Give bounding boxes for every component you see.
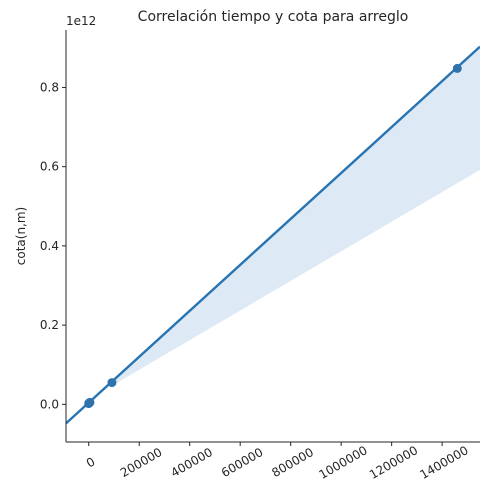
y-tick-label: 0.2 bbox=[40, 318, 59, 332]
x-axis-ticks: 0 200000 400000 600000 800000 100000012000001… bbox=[84, 442, 471, 482]
x-tick-label: 1000000 bbox=[317, 443, 370, 482]
x-tick-label: 800000 bbox=[269, 445, 316, 480]
x-tick-label: 1200000 bbox=[367, 443, 420, 482]
data-point bbox=[85, 397, 95, 407]
y-offset-label: 1e12 bbox=[66, 14, 96, 28]
x-tick-label: 400000 bbox=[168, 445, 215, 480]
axes bbox=[65, 30, 480, 443]
data-point bbox=[107, 378, 117, 388]
x-tick-label: 200000 bbox=[118, 445, 165, 480]
x-tick-label: 1400000 bbox=[417, 443, 470, 482]
y-tick-label: 0.4 bbox=[40, 239, 59, 253]
y-axis-label: cota(n,m) bbox=[14, 207, 28, 265]
y-axis-ticks: 0.0 0.2 0.4 0.6 0.8 bbox=[40, 80, 66, 411]
plot-area bbox=[66, 45, 480, 425]
y-tick-label: 0.0 bbox=[40, 397, 59, 411]
x-tick-label: 0 bbox=[84, 455, 98, 471]
x-tick-label: 600000 bbox=[219, 445, 266, 480]
data-point bbox=[452, 63, 462, 73]
chart-title: Correlación tiempo y cota para arreglo bbox=[138, 9, 409, 25]
regression-line bbox=[66, 45, 480, 425]
y-tick-label: 0.8 bbox=[40, 80, 59, 94]
y-tick-label: 0.6 bbox=[40, 160, 59, 174]
